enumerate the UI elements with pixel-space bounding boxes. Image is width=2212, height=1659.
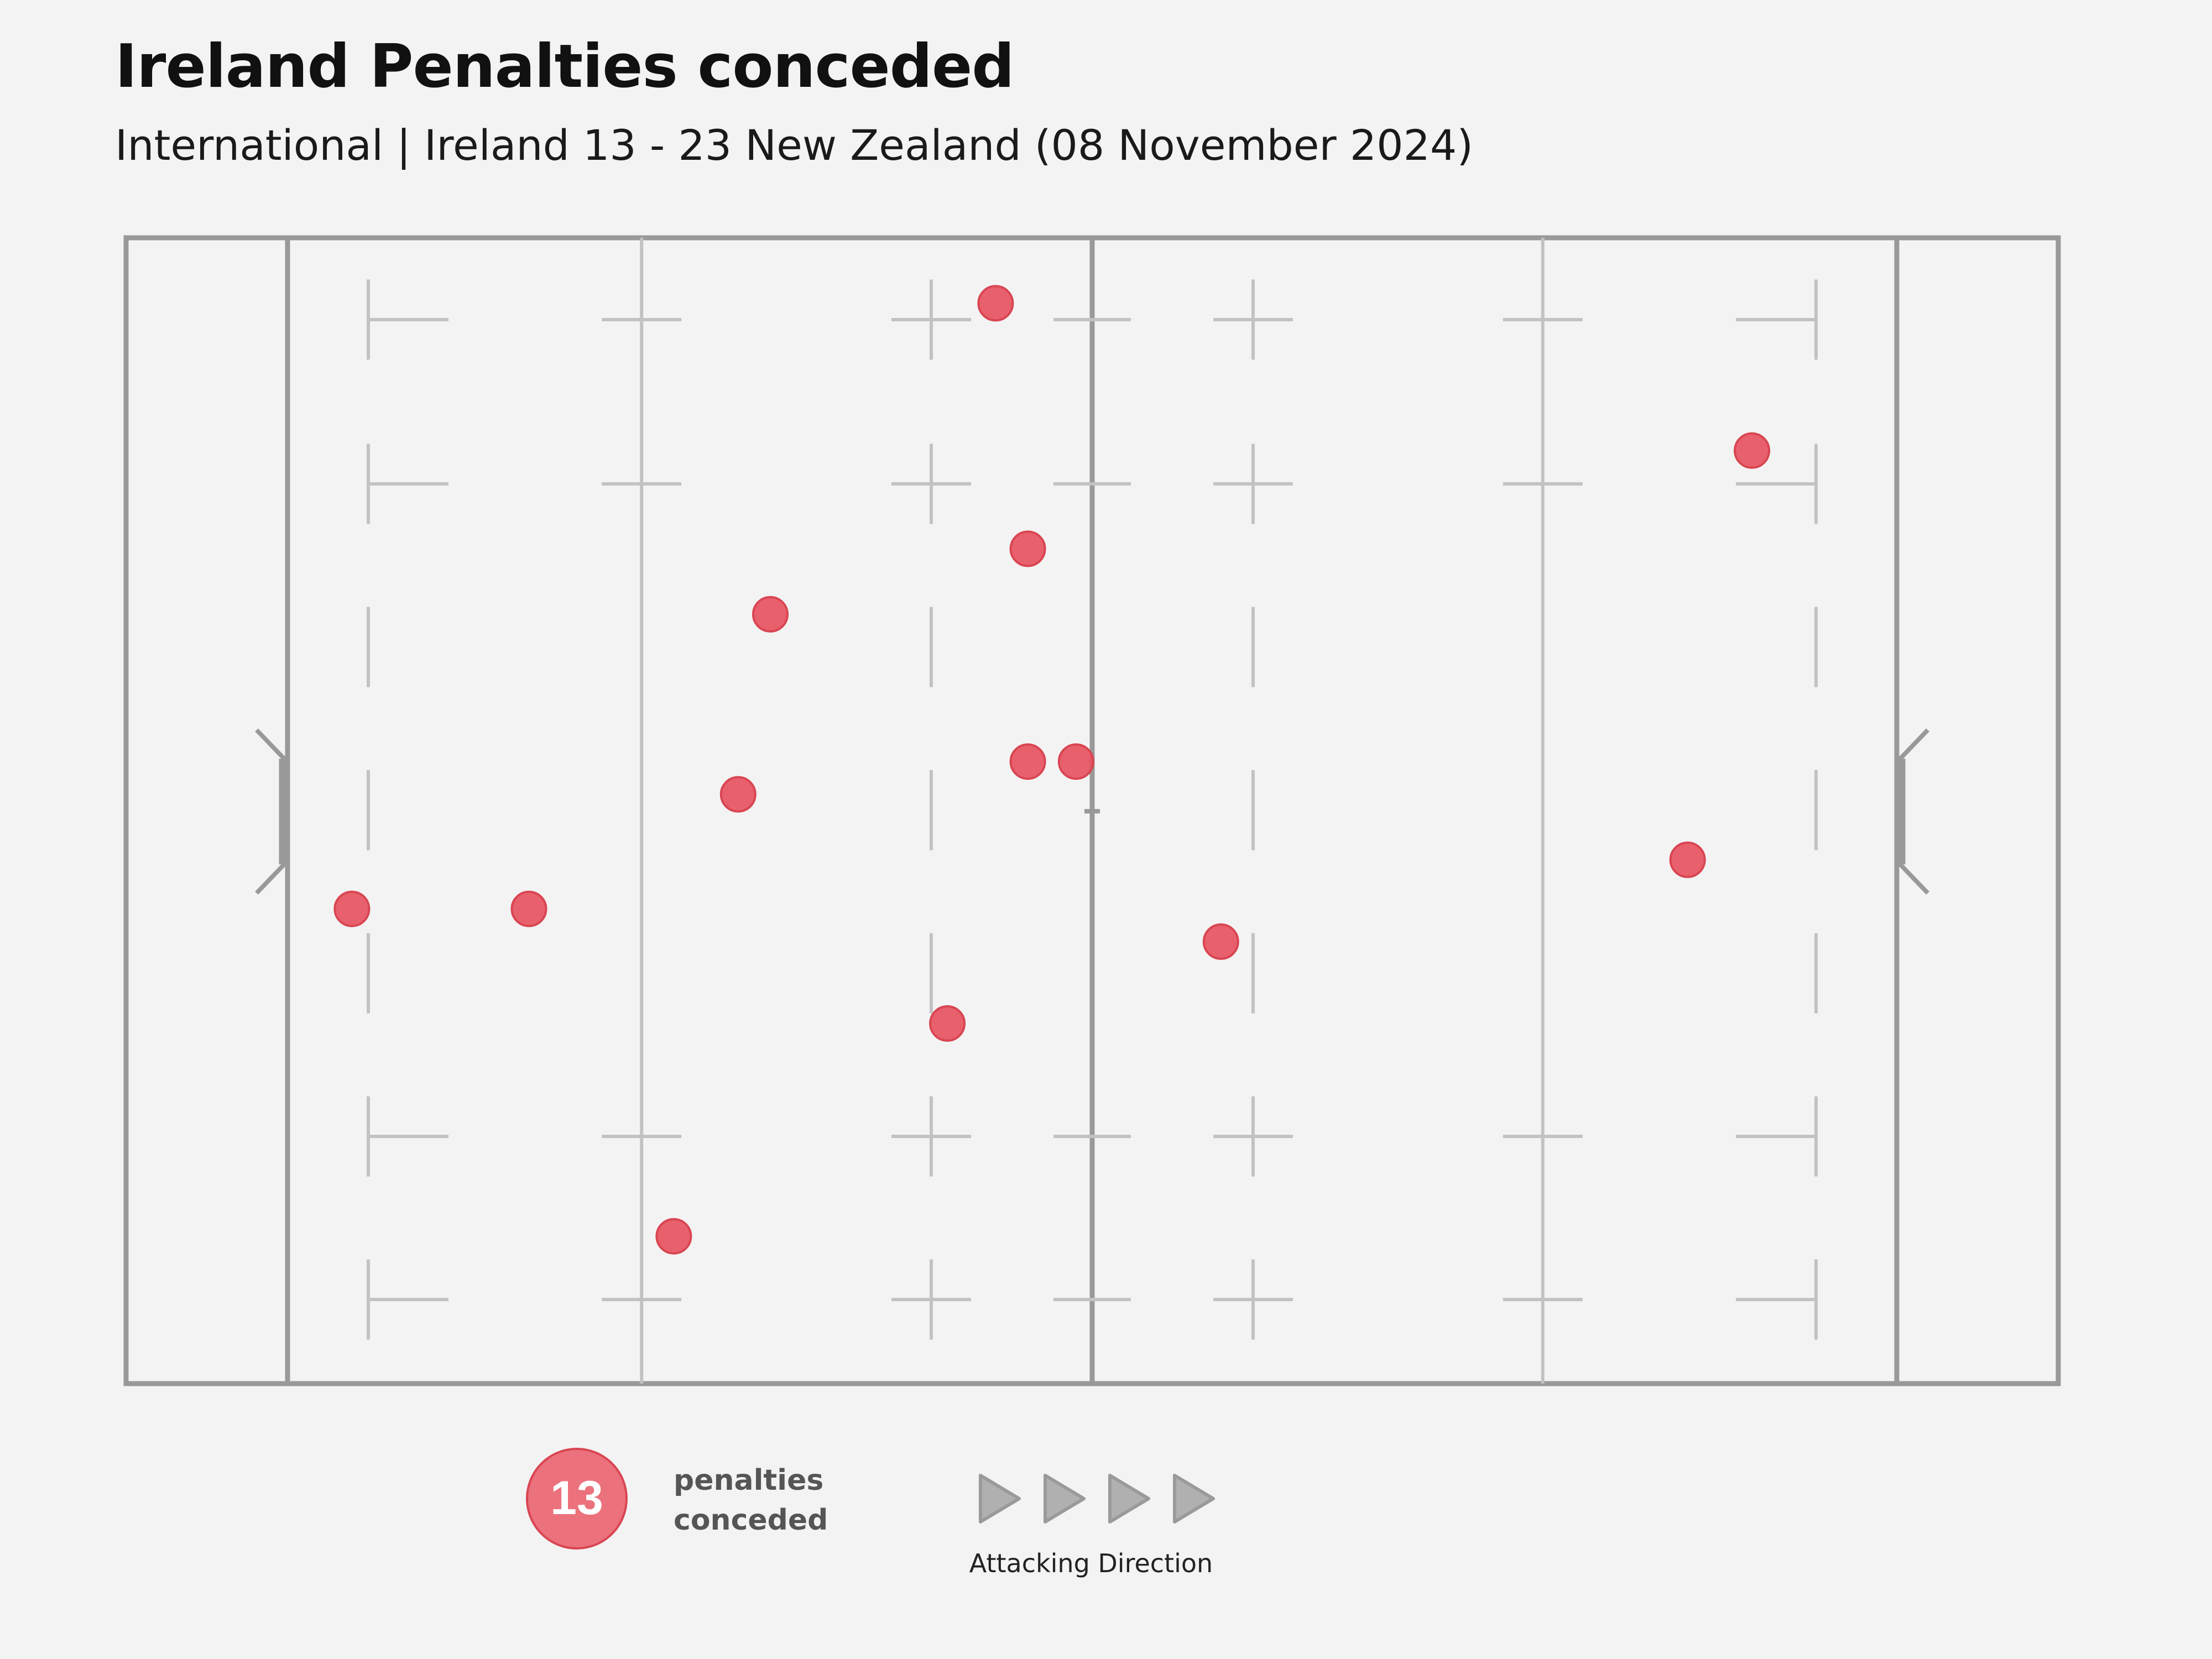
- penalty-point: [752, 596, 789, 633]
- direction-arrow-icon: [979, 1474, 1021, 1524]
- penalty-point: [1202, 923, 1239, 960]
- penalty-point: [1009, 743, 1046, 780]
- penalty-points: [333, 285, 1771, 1255]
- goal-posts-left: [255, 728, 285, 895]
- direction-arrow-icon: [1044, 1474, 1086, 1524]
- penalty-count: 13: [550, 1472, 603, 1525]
- penalty-point: [1057, 743, 1094, 780]
- penalty-point: [655, 1218, 692, 1255]
- goal-posts-right: [1899, 728, 1929, 895]
- penalty-point: [1669, 841, 1706, 878]
- penalty-point: [1734, 432, 1771, 469]
- penalty-point: [510, 890, 547, 927]
- direction-arrow-icon: [1108, 1474, 1150, 1524]
- legend-label-line2: conceded: [674, 1504, 828, 1537]
- penalty-point: [977, 285, 1014, 322]
- match-subtitle: International | Ireland 13 - 23 New Zeal…: [115, 121, 1473, 170]
- pitch-markings: [123, 235, 2061, 1386]
- penalty-count-circle: [526, 1448, 628, 1550]
- penalty-point: [1009, 530, 1046, 567]
- attacking-direction-arrows: [979, 1474, 1215, 1524]
- attacking-direction-label: Attacking Direction: [969, 1548, 1213, 1578]
- legend: 13 penalties conceded Attacking Directio…: [526, 1448, 1215, 1578]
- penalty-point: [333, 890, 371, 927]
- penalty-point: [929, 1005, 966, 1042]
- legend-label-line1: penalties: [674, 1464, 823, 1497]
- chart-title: Ireland Penalties conceded: [115, 32, 1015, 101]
- direction-arrow-icon: [1173, 1474, 1215, 1524]
- penalty-point: [719, 776, 757, 813]
